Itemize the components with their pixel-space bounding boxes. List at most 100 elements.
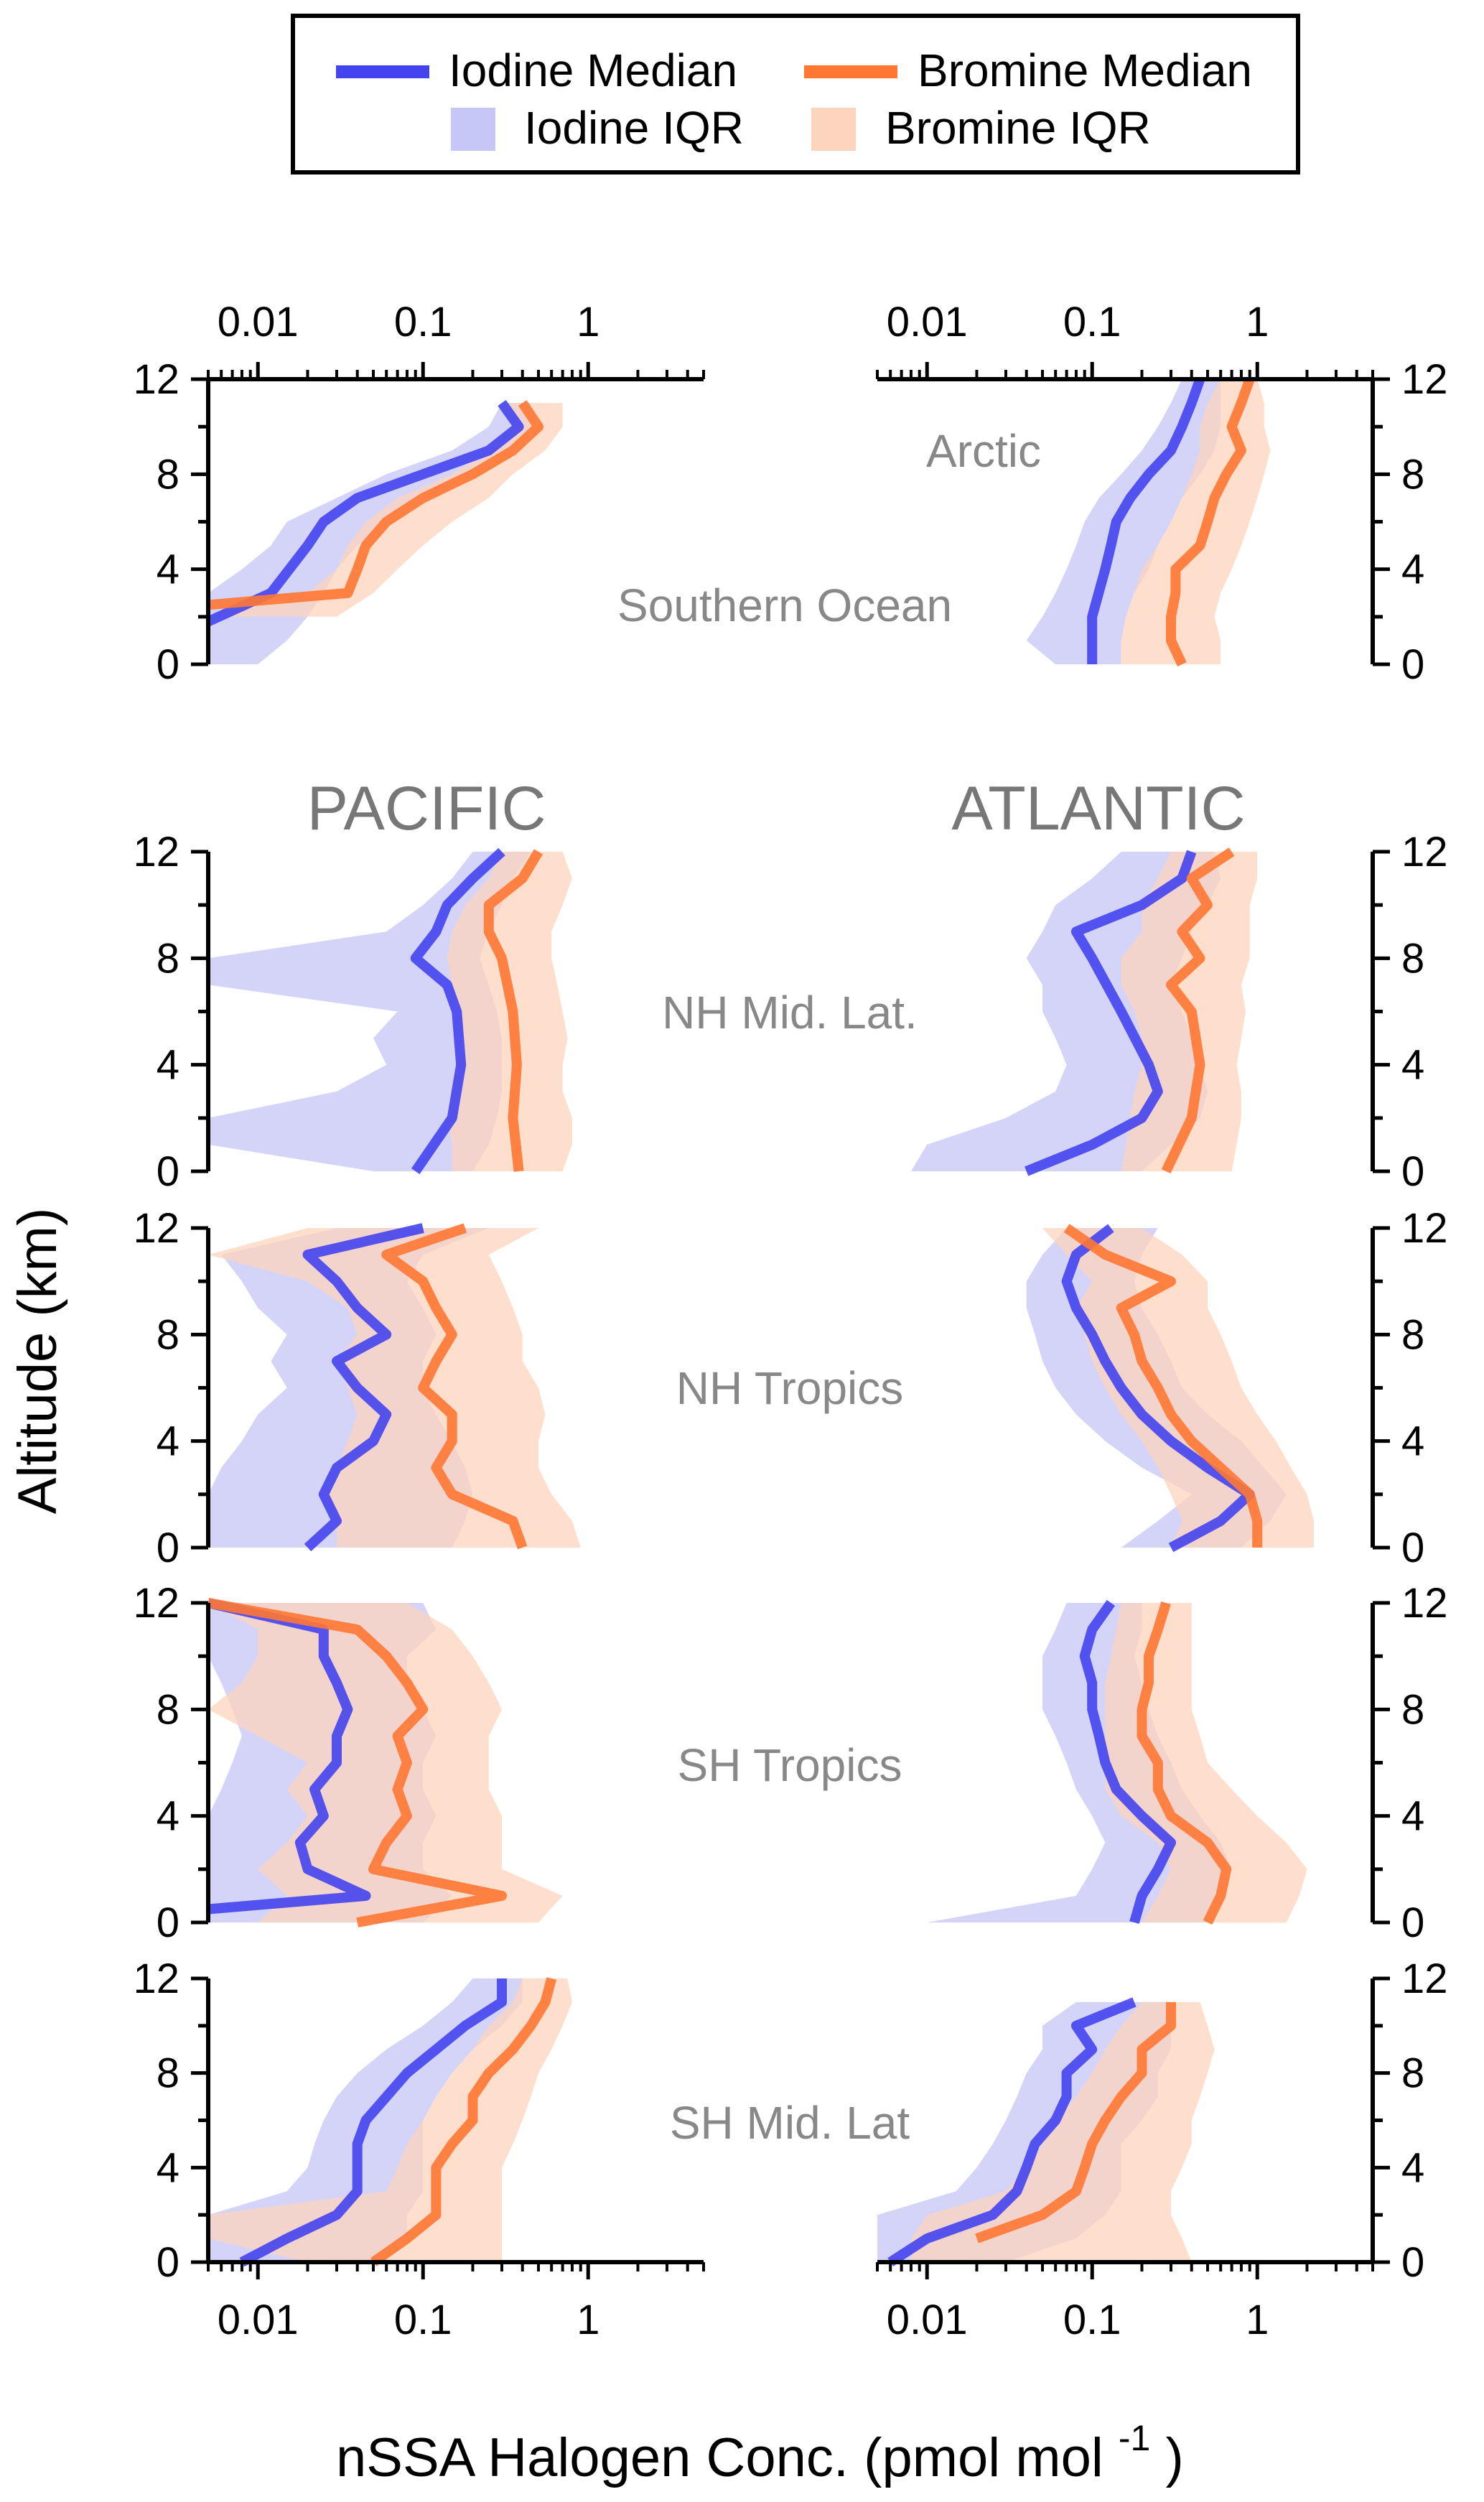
bromine-iqr-band bbox=[1121, 379, 1271, 664]
x-tick-label: 0.1 bbox=[394, 299, 452, 345]
region-label-sh-mid-lat: SH Mid. Lat bbox=[670, 2097, 910, 2149]
y-tick-label: 4 bbox=[157, 1418, 179, 1465]
bromine-median-line bbox=[207, 1598, 507, 1927]
bromine-median-line bbox=[370, 1977, 556, 2266]
x-axis-title-close: ) bbox=[1165, 2427, 1183, 2488]
x-tick-label: 0.01 bbox=[218, 2297, 299, 2343]
x-axis-title: nSSA Halogen Conc. (pmol mol -1 ) bbox=[336, 2401, 1184, 2488]
y-tick-label: 8 bbox=[1401, 1311, 1424, 1358]
legend: Iodine Median Bromine Median Iodine IQR … bbox=[291, 14, 1300, 175]
x-tick-label: 0.01 bbox=[218, 299, 299, 345]
y-tick-label: 8 bbox=[157, 451, 179, 498]
y-tick-label: 8 bbox=[157, 935, 179, 982]
panel-pacific-sh-mid-lat: 0 4 8 12 0.01 0.1 1 bbox=[133, 1955, 705, 2343]
iodine-median-line bbox=[206, 400, 524, 626]
y-tick-label: 4 bbox=[157, 2144, 179, 2191]
y-tick-label: 4 bbox=[1401, 547, 1424, 593]
region-label-nh-mid-lat: NH Mid. Lat. bbox=[662, 987, 918, 1038]
region-labels: Southern Ocean Arctic NH Mid. Lat. NH Tropi… bbox=[617, 425, 1041, 2149]
panel-atlantic-sh-tropics: 0 4 8 12 bbox=[927, 1580, 1448, 1946]
y-tick-label: 4 bbox=[1401, 2144, 1424, 2191]
iodine-median-line bbox=[207, 1598, 371, 1915]
panel-atlantic-nh-tropics: 0 4 8 12 bbox=[1026, 1205, 1448, 1571]
x-tick-label: 1 bbox=[1246, 299, 1269, 345]
y-tick-label: 12 bbox=[133, 1580, 179, 1627]
y-tick-label: 12 bbox=[1401, 1580, 1448, 1627]
bromine-iqr-band bbox=[208, 403, 563, 617]
region-label-southern-ocean: Southern Ocean bbox=[617, 580, 952, 631]
y-tick-label: 0 bbox=[1401, 641, 1424, 688]
iodine-median-line bbox=[302, 1223, 424, 1552]
y-tick-label: 4 bbox=[1401, 1042, 1424, 1089]
x-tick-label: 1 bbox=[577, 299, 599, 345]
bromine-median-line bbox=[1137, 1601, 1232, 1925]
y-tick-label: 0 bbox=[157, 1148, 179, 1195]
panel-atlantic-arctic: 0 4 8 12 0.01 0.1 1 bbox=[876, 299, 1448, 688]
legend-iodine-iqr-label: Iodine IQR bbox=[524, 102, 744, 154]
bromine-median-line bbox=[975, 2001, 1176, 2243]
y-tick-label: 4 bbox=[157, 1793, 179, 1840]
bromine-median-line bbox=[1161, 847, 1235, 1174]
y-tick-label: 0 bbox=[157, 641, 179, 688]
y-tick-label: 0 bbox=[1401, 1148, 1424, 1195]
y-tick-label: 12 bbox=[133, 829, 179, 875]
panels: 0 4 8 12 0.01 0.1 1 0 4 8 12 0.01 0.1 1 0 4 8 12 0 4 8 12 0 4 8 1… bbox=[133, 299, 1447, 2343]
panel-pacific-nh-mid-lat: 0 4 8 12 bbox=[133, 829, 572, 1195]
y-tick-label: 0 bbox=[1401, 1899, 1424, 1946]
iodine-median-line bbox=[1079, 1599, 1176, 1924]
pacific-label: PACIFIC bbox=[307, 774, 546, 843]
x-tick-label: 0.01 bbox=[887, 2297, 968, 2343]
y-tick-label: 0 bbox=[157, 1899, 179, 1946]
x-tick-label: 1 bbox=[577, 2297, 599, 2343]
iodine-iqr-band bbox=[927, 1603, 1232, 1922]
atlantic-label: ATLANTIC bbox=[951, 774, 1245, 843]
x-tick-label: 0.01 bbox=[887, 299, 968, 345]
x-tick-label: 0.1 bbox=[394, 2297, 452, 2343]
bromine-iqr-band bbox=[208, 1978, 572, 2262]
y-tick-label: 4 bbox=[157, 547, 179, 593]
y-tick-label: 8 bbox=[1401, 935, 1424, 982]
legend-bromine-iqr-swatch bbox=[811, 108, 856, 151]
iodine-median-line bbox=[410, 847, 505, 1174]
y-tick-label: 8 bbox=[1401, 1686, 1424, 1733]
legend-bromine-iqr-label: Bromine IQR bbox=[885, 102, 1151, 154]
bromine-median-line bbox=[1166, 377, 1255, 666]
legend-iodine-iqr-swatch bbox=[451, 108, 495, 151]
iodine-iqr-band bbox=[208, 852, 531, 1171]
panel-atlantic-sh-mid-lat: 0 4 8 12 0.01 0.1 1 bbox=[876, 1955, 1448, 2343]
y-tick-label: 12 bbox=[1401, 356, 1448, 403]
x-tick-label: 0.1 bbox=[1063, 299, 1121, 345]
y-tick-label: 0 bbox=[1401, 2239, 1424, 2286]
region-label-nh-tropics: NH Tropics bbox=[676, 1362, 904, 1414]
bromine-median-line bbox=[381, 1223, 528, 1550]
y-tick-label: 0 bbox=[157, 2239, 179, 2286]
bromine-median-line bbox=[483, 849, 543, 1172]
y-tick-label: 8 bbox=[1401, 2050, 1424, 2097]
legend-bromine-median-label: Bromine Median bbox=[918, 45, 1252, 96]
bromine-iqr-band bbox=[1042, 1228, 1314, 1548]
y-tick-label: 4 bbox=[157, 1042, 179, 1089]
legend-iodine-median-label: Iodine Median bbox=[449, 45, 737, 96]
x-tick-label: 0.1 bbox=[1063, 2297, 1121, 2343]
y-tick-label: 8 bbox=[157, 1686, 179, 1733]
panel-pacific-sh-tropics: 0 4 8 12 bbox=[133, 1580, 563, 1946]
panel-pacific-nh-tropics: 0 4 8 12 bbox=[133, 1205, 581, 1571]
y-tick-label: 12 bbox=[1401, 1205, 1448, 1252]
y-tick-label: 4 bbox=[1401, 1793, 1424, 1840]
y-tick-label: 4 bbox=[1401, 1418, 1424, 1465]
iodine-median-line bbox=[1025, 850, 1197, 1176]
y-tick-label: 8 bbox=[157, 1311, 179, 1358]
region-label-sh-tropics: SH Tropics bbox=[678, 1739, 902, 1791]
panel-pacific-southern-ocean: 0 4 8 12 0.01 0.1 1 bbox=[133, 299, 705, 688]
y-tick-label: 0 bbox=[1401, 1525, 1424, 1571]
y-axis-title: Altitude (km) bbox=[7, 1208, 68, 1515]
bromine-iqr-band bbox=[1105, 1603, 1307, 1922]
y-tick-label: 8 bbox=[157, 2050, 179, 2097]
y-tick-label: 12 bbox=[1401, 829, 1448, 875]
y-tick-label: 12 bbox=[133, 1955, 179, 2002]
y-tick-label: 12 bbox=[133, 356, 179, 403]
x-tick-label: 1 bbox=[1246, 2297, 1269, 2343]
panel-atlantic-nh-mid-lat: 0 4 8 12 bbox=[910, 829, 1448, 1195]
bromine-iqr-band bbox=[208, 1228, 581, 1548]
